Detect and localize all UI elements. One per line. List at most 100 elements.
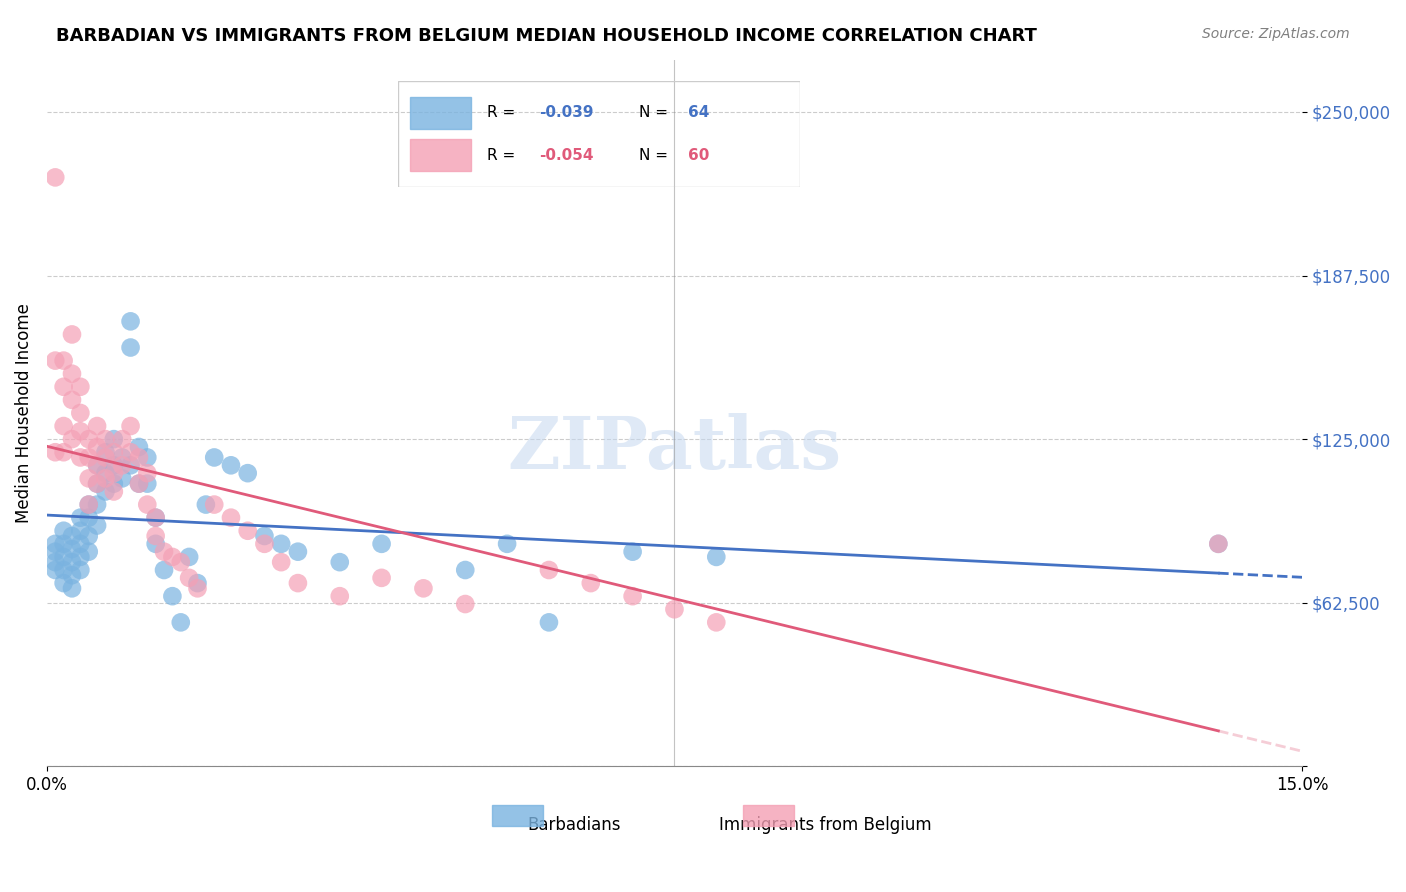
Point xyxy=(145,510,167,524)
Point xyxy=(111,471,134,485)
Text: ZIPatlas: ZIPatlas xyxy=(508,413,842,483)
Point xyxy=(537,615,560,630)
Point xyxy=(103,484,125,499)
Point xyxy=(454,597,477,611)
Text: Source: ZipAtlas.com: Source: ZipAtlas.com xyxy=(1202,27,1350,41)
Point xyxy=(120,314,142,328)
Point xyxy=(145,529,167,543)
Point xyxy=(69,450,91,465)
Point xyxy=(52,524,75,538)
Point xyxy=(77,471,100,485)
Point xyxy=(86,458,108,473)
Point xyxy=(94,450,117,465)
Point xyxy=(86,419,108,434)
Point xyxy=(86,518,108,533)
Point xyxy=(153,563,176,577)
Point xyxy=(179,571,201,585)
Point xyxy=(329,555,352,569)
Point xyxy=(60,568,83,582)
Point xyxy=(537,563,560,577)
Point xyxy=(1208,537,1230,551)
Point xyxy=(60,432,83,446)
Point xyxy=(136,450,159,465)
Point xyxy=(136,466,159,480)
Point xyxy=(170,615,193,630)
Point xyxy=(202,498,225,512)
Point xyxy=(136,498,159,512)
Point xyxy=(219,510,242,524)
Point xyxy=(153,544,176,558)
Point xyxy=(86,476,108,491)
Point xyxy=(60,542,83,557)
Point xyxy=(579,576,602,591)
Point xyxy=(1208,537,1230,551)
Point xyxy=(145,537,167,551)
Point xyxy=(704,615,727,630)
Point xyxy=(120,419,142,434)
Point xyxy=(128,450,150,465)
FancyBboxPatch shape xyxy=(744,805,794,826)
Point xyxy=(69,549,91,564)
Point xyxy=(52,445,75,459)
Point xyxy=(128,440,150,454)
Point xyxy=(179,549,201,564)
Point xyxy=(44,537,66,551)
Point xyxy=(111,450,134,465)
Point xyxy=(94,466,117,480)
Point xyxy=(370,537,392,551)
Point xyxy=(145,510,167,524)
Point xyxy=(44,353,66,368)
Point xyxy=(162,549,184,564)
Point xyxy=(60,392,83,407)
Point xyxy=(664,602,686,616)
Point xyxy=(454,563,477,577)
Point xyxy=(60,529,83,543)
Point xyxy=(44,555,66,569)
Point xyxy=(77,450,100,465)
Point xyxy=(103,466,125,480)
Point xyxy=(496,537,519,551)
Point xyxy=(52,576,75,591)
Point xyxy=(77,510,100,524)
Point xyxy=(219,458,242,473)
Point xyxy=(236,466,259,480)
Point xyxy=(202,450,225,465)
Point xyxy=(69,563,91,577)
Point xyxy=(77,498,100,512)
Point xyxy=(69,510,91,524)
Point xyxy=(52,419,75,434)
Point xyxy=(94,471,117,485)
Point xyxy=(44,170,66,185)
Point xyxy=(77,498,100,512)
Point xyxy=(60,555,83,569)
Point xyxy=(69,425,91,439)
Point xyxy=(370,571,392,585)
Point xyxy=(86,498,108,512)
Point xyxy=(69,537,91,551)
Point xyxy=(86,476,108,491)
Point xyxy=(111,458,134,473)
Point xyxy=(412,582,434,596)
Point xyxy=(52,353,75,368)
Point xyxy=(186,582,208,596)
Text: BARBADIAN VS IMMIGRANTS FROM BELGIUM MEDIAN HOUSEHOLD INCOME CORRELATION CHART: BARBADIAN VS IMMIGRANTS FROM BELGIUM MED… xyxy=(56,27,1038,45)
Point xyxy=(103,458,125,473)
Point xyxy=(253,529,276,543)
Point xyxy=(77,432,100,446)
Point xyxy=(44,445,66,459)
Point xyxy=(128,476,150,491)
Point xyxy=(52,549,75,564)
Point xyxy=(60,327,83,342)
Point xyxy=(103,476,125,491)
Text: Immigrants from Belgium: Immigrants from Belgium xyxy=(718,816,931,834)
Point xyxy=(120,341,142,355)
Point xyxy=(86,440,108,454)
Point xyxy=(287,576,309,591)
Point xyxy=(103,432,125,446)
Y-axis label: Median Household Income: Median Household Income xyxy=(15,303,32,523)
Point xyxy=(170,555,193,569)
Point xyxy=(111,432,134,446)
Point xyxy=(103,445,125,459)
Point xyxy=(270,537,292,551)
Point xyxy=(60,582,83,596)
